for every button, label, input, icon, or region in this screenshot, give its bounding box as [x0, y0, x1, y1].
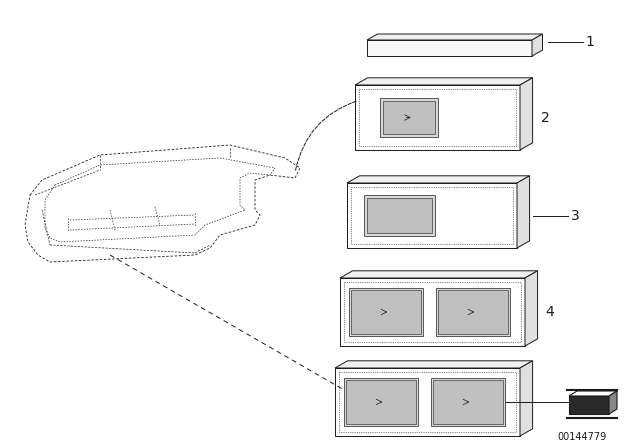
Polygon shape	[347, 176, 530, 183]
Polygon shape	[433, 380, 503, 424]
Polygon shape	[335, 368, 520, 436]
Polygon shape	[335, 361, 532, 368]
Text: 2: 2	[541, 111, 549, 125]
Polygon shape	[346, 380, 416, 424]
Text: 1: 1	[586, 35, 595, 49]
Polygon shape	[367, 198, 433, 233]
Polygon shape	[347, 183, 517, 248]
Polygon shape	[569, 391, 617, 396]
Text: 3: 3	[571, 208, 579, 223]
Polygon shape	[355, 85, 520, 150]
Polygon shape	[367, 34, 543, 40]
Polygon shape	[532, 34, 543, 56]
Polygon shape	[355, 78, 532, 85]
Polygon shape	[438, 290, 508, 334]
Text: 00144779: 00144779	[557, 432, 606, 442]
Polygon shape	[383, 101, 435, 134]
Text: 4: 4	[545, 305, 554, 319]
Polygon shape	[520, 78, 532, 150]
Polygon shape	[340, 278, 525, 346]
Polygon shape	[349, 288, 423, 336]
Polygon shape	[351, 290, 421, 334]
Polygon shape	[569, 396, 609, 414]
Polygon shape	[431, 378, 505, 426]
Text: 5: 5	[573, 395, 582, 409]
Polygon shape	[344, 378, 419, 426]
Polygon shape	[340, 271, 538, 278]
Polygon shape	[609, 391, 617, 414]
Polygon shape	[517, 176, 530, 248]
Polygon shape	[525, 271, 538, 346]
Polygon shape	[520, 361, 532, 436]
Polygon shape	[436, 288, 510, 336]
Polygon shape	[380, 98, 438, 137]
Polygon shape	[364, 195, 435, 236]
Polygon shape	[367, 40, 532, 56]
